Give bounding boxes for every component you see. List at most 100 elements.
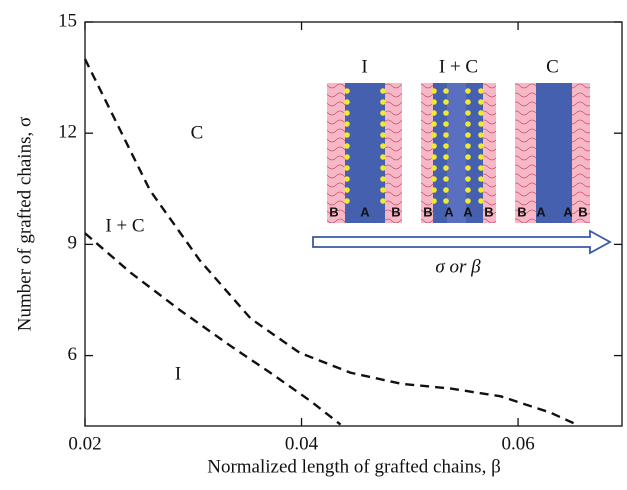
graft-point	[344, 132, 350, 138]
panel-title: I	[361, 56, 367, 77]
graft-point	[344, 176, 350, 182]
graft-point	[465, 132, 471, 138]
panel-band	[345, 83, 385, 223]
graft-point	[431, 154, 437, 160]
x-tick-label: 0.06	[501, 433, 534, 454]
panel-label: B	[578, 204, 587, 219]
graft-point	[443, 121, 449, 127]
graft-point	[380, 132, 386, 138]
phase-boundary	[84, 232, 342, 426]
region-label: I + C	[105, 215, 144, 236]
graft-point	[380, 187, 386, 193]
graft-point	[431, 99, 437, 105]
graft-point	[443, 88, 449, 94]
inset: IB A BI + CB A A BCB A A Bσ or β	[312, 56, 612, 277]
graft-point	[465, 121, 471, 127]
graft-point	[344, 121, 350, 127]
graft-point	[431, 110, 437, 116]
graft-point	[443, 176, 449, 182]
panel-label: B	[517, 204, 526, 219]
panel-label: B	[423, 204, 432, 219]
graft-point	[431, 88, 437, 94]
graft-point	[478, 132, 484, 138]
panel-label: A	[463, 204, 473, 219]
y-tick-label: 6	[68, 344, 78, 365]
graft-point	[431, 121, 437, 127]
graft-point	[465, 176, 471, 182]
graft-point	[431, 132, 437, 138]
graft-point	[431, 143, 437, 149]
graft-point	[478, 88, 484, 94]
graft-point	[443, 165, 449, 171]
graft-point	[478, 176, 484, 182]
graft-point	[380, 176, 386, 182]
graft-point	[344, 165, 350, 171]
y-tick-label: 9	[68, 233, 78, 254]
panel-mid	[447, 83, 466, 223]
graft-point	[465, 110, 471, 116]
y-axis-label: Number of grafted chains, σ	[14, 117, 35, 331]
graft-point	[465, 198, 471, 204]
panel-band	[433, 83, 447, 223]
x-axis-label: Normalized length of grafted chains, β	[207, 456, 501, 477]
graft-point	[478, 110, 484, 116]
graft-point	[344, 143, 350, 149]
graft-point	[478, 121, 484, 127]
graft-point	[344, 99, 350, 105]
plot-frame	[84, 21, 623, 427]
panel-label: A	[536, 204, 546, 219]
graft-point	[380, 165, 386, 171]
graft-point	[478, 198, 484, 204]
graft-point	[465, 143, 471, 149]
graft-point	[380, 110, 386, 116]
panel-label: B	[391, 204, 400, 219]
graft-point	[465, 165, 471, 171]
panel-label: A	[563, 204, 573, 219]
graft-point	[465, 88, 471, 94]
graft-point	[443, 110, 449, 116]
graft-point	[478, 99, 484, 105]
graft-point	[380, 143, 386, 149]
graft-point	[443, 143, 449, 149]
x-tick-label: 0.04	[285, 433, 319, 454]
graft-point	[380, 154, 386, 160]
graft-point	[431, 165, 437, 171]
graft-point	[443, 99, 449, 105]
region-label: I	[175, 363, 181, 384]
graft-point	[431, 198, 437, 204]
graft-point	[478, 165, 484, 171]
panel-title: I + C	[439, 56, 478, 77]
graft-point	[478, 187, 484, 193]
graft-point	[344, 187, 350, 193]
panel-label: A	[360, 204, 370, 219]
graft-point	[344, 154, 350, 160]
graft-point	[380, 99, 386, 105]
graft-point	[478, 143, 484, 149]
graft-point	[344, 88, 350, 94]
y-tick-label: 12	[58, 122, 77, 143]
arrow-label: σ or β	[435, 256, 481, 277]
graft-point	[443, 132, 449, 138]
graft-point	[380, 121, 386, 127]
graft-point	[465, 187, 471, 193]
panel-label: B	[329, 204, 338, 219]
graft-point	[443, 154, 449, 160]
y-tick-label: 15	[58, 10, 77, 31]
graft-point	[465, 99, 471, 105]
graft-point	[344, 198, 350, 204]
graft-point	[443, 198, 449, 204]
panel-band	[466, 83, 483, 223]
panel-band	[536, 83, 572, 223]
graft-point	[431, 187, 437, 193]
graft-point	[478, 154, 484, 160]
graft-point	[380, 88, 386, 94]
panel-label: B	[484, 204, 493, 219]
graft-point	[380, 198, 386, 204]
phase-boundary	[83, 58, 578, 426]
graft-point	[431, 176, 437, 182]
graft-point	[443, 187, 449, 193]
arrow	[312, 229, 612, 255]
graft-point	[465, 154, 471, 160]
region-label: C	[191, 122, 204, 143]
